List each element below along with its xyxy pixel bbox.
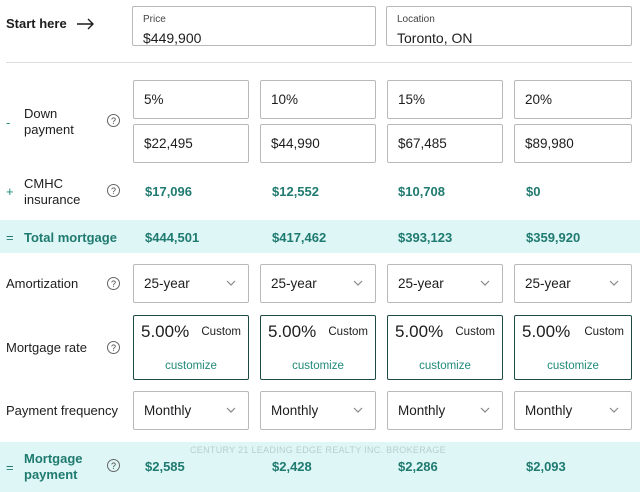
mortgage-payment-row [0, 442, 640, 492]
total-mortgage-value: $444,501 [145, 230, 200, 245]
chevron-down-icon [226, 407, 236, 413]
mortgage-payment-label-line2: payment [24, 467, 78, 482]
cmhc-insurance-label: CMHC insurance [24, 176, 80, 208]
custom-label: Custom [455, 326, 495, 338]
mortgage-rate-card[interactable]: 5.00% Custom customize [260, 315, 376, 380]
price-field-value: $449,900 [143, 30, 202, 46]
cmhc-value: $0 [526, 184, 541, 199]
customize-link[interactable]: customize [292, 360, 344, 372]
down-payment-amount-input[interactable]: $67,485 [387, 124, 503, 163]
chevron-down-icon [609, 280, 619, 286]
amortization-label: Amortization [6, 276, 79, 291]
down-payment-amount-input[interactable]: $89,980 [514, 124, 632, 163]
amortization-select[interactable]: 25-year [514, 264, 632, 303]
custom-label: Custom [201, 326, 241, 338]
minus-sign: - [6, 115, 11, 130]
rate-value: 5.00% [522, 322, 571, 341]
total-mortgage-value: $417,462 [272, 230, 327, 245]
customize-link[interactable]: customize [419, 360, 471, 372]
cmhc-info-icon[interactable]: ? [107, 184, 120, 197]
start-here-text: Start here [6, 16, 67, 31]
amortization-select[interactable]: 25-year [260, 264, 376, 303]
custom-label: Custom [328, 326, 368, 338]
payment-frequency-select[interactable]: Monthly [260, 391, 376, 430]
down-payment-percent-input[interactable]: 15% [387, 80, 503, 119]
mortgage-payment-info-icon[interactable]: ? [107, 459, 120, 472]
cmhc-label-line2: insurance [24, 192, 81, 207]
amortization-info-icon[interactable]: ? [107, 277, 120, 290]
customize-link[interactable]: customize [165, 360, 217, 372]
total-mortgage-value: $359,920 [526, 230, 581, 245]
location-field-value: Toronto, ON [397, 30, 473, 46]
amortization-select[interactable]: 25-year [133, 264, 249, 303]
payment-frequency-select[interactable]: Monthly [387, 391, 503, 430]
down-payment-info-icon[interactable]: ? [107, 114, 120, 127]
total-mortgage-label: Total mortgage [24, 230, 117, 245]
cmhc-value: $10,708 [398, 184, 445, 199]
amortization-select-value: 25-year [271, 276, 317, 291]
down-payment-percent-input[interactable]: 10% [260, 80, 376, 119]
down-payment-label-line2: payment [24, 122, 74, 137]
chevron-down-icon [609, 407, 619, 413]
amortization-select[interactable]: 25-year [387, 264, 503, 303]
rate-value: 5.00% [141, 322, 190, 341]
price-field-label: Price [143, 14, 166, 25]
chevron-down-icon [480, 280, 490, 286]
price-field[interactable]: Price $449,900 [132, 6, 376, 46]
start-here-label: Start here [6, 16, 95, 31]
cmhc-value: $17,096 [145, 184, 192, 199]
mortgage-rate-card[interactable]: 5.00% Custom customize [387, 315, 503, 380]
mortgage-rate-label: Mortgage rate [6, 340, 87, 355]
mortgage-payment-label: Mortgage payment [24, 451, 83, 483]
customize-link[interactable]: customize [547, 360, 599, 372]
mortgage-payment-value: $2,093 [526, 459, 566, 474]
mortgage-payment-value: $2,286 [398, 459, 438, 474]
plus-sign: + [6, 184, 14, 199]
chevron-down-icon [226, 280, 236, 286]
equals-sign: = [6, 230, 14, 245]
equals-sign: = [6, 460, 14, 475]
payment-frequency-select-value: Monthly [398, 403, 446, 418]
cmhc-label-line1: CMHC [24, 176, 63, 191]
total-mortgage-value: $393,123 [398, 230, 453, 245]
mortgage-payment-value: $2,585 [145, 459, 185, 474]
cmhc-value: $12,552 [272, 184, 319, 199]
divider [6, 62, 632, 63]
payment-frequency-select-value: Monthly [271, 403, 319, 418]
payment-frequency-label: Payment frequency [6, 403, 119, 418]
arrow-right-icon [76, 18, 94, 29]
custom-label: Custom [584, 326, 624, 338]
total-mortgage-row [0, 220, 640, 253]
chevron-down-icon [353, 407, 363, 413]
mortgage-rate-card[interactable]: 5.00% Custom customize [514, 315, 632, 380]
down-payment-percent-input[interactable]: 5% [133, 80, 249, 119]
mortgage-rate-card[interactable]: 5.00% Custom customize [133, 315, 249, 380]
down-payment-percent-input[interactable]: 20% [514, 80, 632, 119]
down-payment-amount-input[interactable]: $22,495 [133, 124, 249, 163]
mortgage-payment-value: $2,428 [272, 459, 312, 474]
amortization-select-value: 25-year [144, 276, 190, 291]
watermark-text: CENTURY 21 LEADING EDGE REALTY INC. BROK… [190, 445, 446, 455]
rate-value: 5.00% [395, 322, 444, 341]
down-payment-label-line1: Down [24, 106, 58, 121]
rate-value: 5.00% [268, 322, 317, 341]
payment-frequency-select[interactable]: Monthly [514, 391, 632, 430]
amortization-select-value: 25-year [398, 276, 444, 291]
down-payment-amount-input[interactable]: $44,990 [260, 124, 376, 163]
down-payment-label: Down payment [24, 106, 74, 138]
payment-frequency-select-value: Monthly [144, 403, 192, 418]
location-field-label: Location [397, 14, 435, 25]
amortization-select-value: 25-year [525, 276, 571, 291]
mortgage-rate-info-icon[interactable]: ? [107, 341, 120, 354]
chevron-down-icon [353, 280, 363, 286]
mortgage-payment-label-line1: Mortgage [24, 451, 83, 466]
chevron-down-icon [480, 407, 490, 413]
location-field[interactable]: Location Toronto, ON [386, 6, 632, 46]
payment-frequency-select[interactable]: Monthly [133, 391, 249, 430]
payment-frequency-select-value: Monthly [525, 403, 573, 418]
